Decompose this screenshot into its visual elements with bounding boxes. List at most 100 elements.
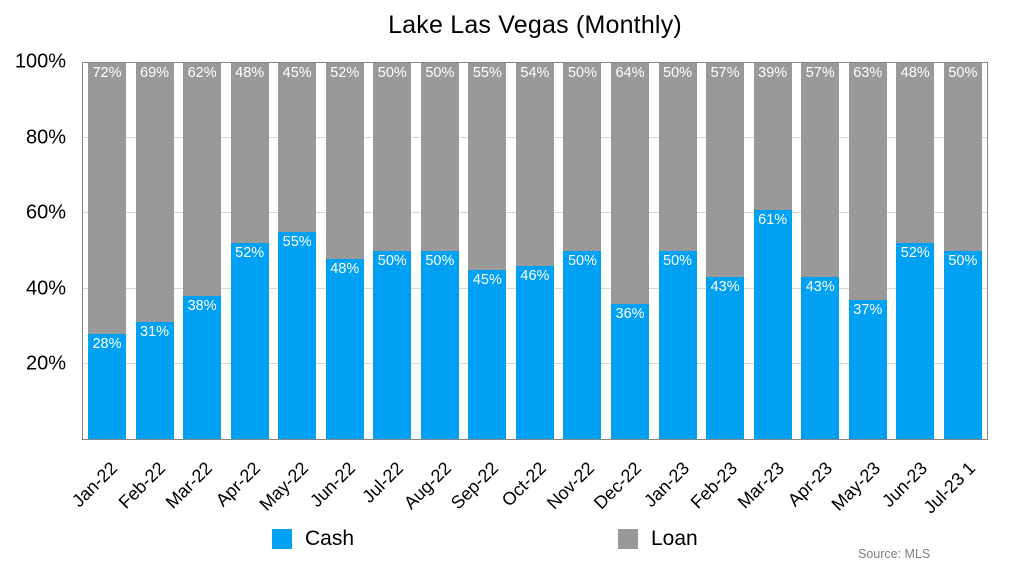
loan-segment: 62% — [183, 63, 222, 297]
legend-cash-swatch-icon — [272, 529, 292, 549]
bar-group-Oct-22: 54% 46% — [515, 63, 554, 439]
y-axis-label-40: 40% — [25, 277, 66, 300]
loan-value-label: 52% — [330, 65, 360, 82]
x-axis-label-May-22: May-22 — [255, 457, 312, 515]
loan-segment: 57% — [801, 63, 840, 278]
cash-value-label: 48% — [330, 260, 360, 277]
x-axis-label-Feb-22: Feb-22 — [114, 457, 169, 513]
bar-group-Aug-22: 50% 50% — [420, 63, 459, 439]
bar-group-Jan-22: 72% 28% — [88, 63, 126, 439]
loan-value-label: 64% — [615, 65, 645, 82]
loan-segment: 48% — [896, 63, 935, 244]
cash-value-label: 36% — [615, 305, 645, 322]
loan-value-label: 45% — [282, 65, 312, 82]
loan-value-label: 57% — [710, 65, 740, 82]
loan-value-label: 50% — [425, 65, 455, 81]
loan-segment: 50% — [563, 63, 602, 251]
loan-segment: 39% — [753, 63, 792, 210]
cash-segment: 61% — [753, 209, 792, 439]
x-axis-label-Mar-22: Mar-22 — [161, 457, 217, 513]
cash-value-label: 61% — [758, 211, 788, 228]
cash-value-label: 45% — [472, 271, 502, 288]
cash-segment: 38% — [183, 296, 222, 439]
loan-segment: 54% — [515, 63, 554, 267]
loan-segment: 63% — [848, 63, 887, 300]
cash-value-label: 50% — [567, 253, 597, 269]
y-axis-label-20: 20% — [25, 352, 66, 375]
cash-value-label: 37% — [853, 301, 883, 318]
loan-value-label: 39% — [758, 65, 788, 82]
x-axis-label-Feb-23: Feb-23 — [686, 457, 741, 513]
y-axis-label-80: 80% — [25, 126, 66, 149]
legend-item-loan: Loan — [618, 527, 698, 551]
cash-value-label: 28% — [92, 335, 122, 352]
legend-loan-swatch-icon — [618, 529, 638, 549]
x-axis-label-Mar-23: Mar-23 — [733, 457, 789, 513]
cash-segment: 52% — [896, 243, 935, 439]
y-axis: 100% 80% 60% 40% 20% — [0, 51, 72, 440]
x-axis-label-Jan-23: Jan-23 — [640, 457, 694, 511]
x-axis-label-Dec-22: Dec-22 — [590, 457, 646, 514]
cash-value-label: 50% — [377, 253, 407, 269]
loan-value-label: 48% — [900, 65, 930, 82]
loan-value-label: 55% — [472, 65, 502, 82]
cash-segment: 50% — [658, 251, 697, 439]
cash-segment: 55% — [278, 232, 317, 439]
loan-segment: 50% — [943, 63, 982, 251]
loan-value-label: 50% — [377, 65, 407, 81]
cash-value-label: 52% — [900, 245, 930, 262]
bar-group-Jan-23: 50% 50% — [658, 63, 697, 439]
x-axis-label-Jun-22: Jun-22 — [306, 457, 360, 511]
loan-value-label: 48% — [235, 65, 265, 82]
x-axis-label-Oct-22: Oct-22 — [497, 457, 551, 511]
cash-value-label: 50% — [425, 253, 455, 269]
cash-segment: 36% — [611, 303, 650, 439]
bar-group-Mar-22: 62% 38% — [183, 63, 222, 439]
cash-segment: 28% — [88, 333, 126, 439]
loan-segment: 57% — [706, 63, 745, 278]
cash-segment: 43% — [801, 277, 840, 439]
x-axis-label-Apr-23: Apr-23 — [783, 457, 837, 511]
bar-group-Jun-23: 48% 52% — [896, 63, 935, 439]
cash-value-label: 52% — [235, 245, 265, 262]
loan-value-label: 63% — [853, 65, 883, 82]
plot-area: 72% 28% 69% 31% 62% 38% 48% 52% 45% 55% 52% 48% 50% 5… — [82, 62, 988, 440]
chart-title: Lake Las Vegas (Monthly) — [388, 11, 682, 39]
x-axis-label-Jan-22: Jan-22 — [68, 457, 122, 511]
bar-group-Jul-22: 50% 50% — [373, 63, 412, 439]
legend-cash-label: Cash — [305, 527, 355, 550]
bar-group-Sep-22: 55% 45% — [468, 63, 507, 439]
loan-segment: 55% — [468, 63, 507, 270]
loan-value-label: 50% — [663, 65, 693, 81]
loan-segment: 52% — [325, 63, 364, 259]
loan-segment: 72% — [88, 63, 126, 334]
x-axis-label-Aug-22: Aug-22 — [399, 457, 455, 514]
bar-series: 72% 28% 69% 31% 62% 38% 48% 52% 45% 55% 52% 48% 50% 5… — [83, 63, 987, 439]
bar-group-Apr-22: 48% 52% — [230, 63, 269, 439]
cash-value-label: 46% — [520, 268, 550, 285]
x-axis-label-May-23: May-23 — [827, 457, 884, 515]
loan-value-label: 69% — [140, 65, 170, 82]
loan-value-label: 57% — [805, 65, 835, 82]
x-axis-label-Jul-23 1: Jul-23 1 — [919, 457, 980, 518]
cash-value-label: 55% — [282, 234, 312, 251]
x-axis-label-Apr-22: Apr-22 — [211, 457, 265, 511]
bar-group-May-23: 63% 37% — [848, 63, 887, 439]
loan-segment: 50% — [373, 63, 412, 251]
cash-segment: 48% — [325, 258, 364, 439]
cash-segment: 46% — [515, 266, 554, 439]
loan-value-label: 72% — [92, 65, 122, 82]
bar-group-Nov-22: 50% 50% — [563, 63, 602, 439]
bar-group-Mar-23: 39% 61% — [753, 63, 792, 439]
cash-value-label: 38% — [187, 298, 217, 315]
bar-group-Jul-23 1: 50% 50% — [943, 63, 982, 439]
cash-segment: 50% — [943, 251, 982, 439]
loan-segment: 64% — [611, 63, 650, 304]
loan-value-label: 50% — [567, 65, 597, 81]
x-axis: Jan-22 Feb-22 Mar-22 Apr-22 May-22 Jun-22 Jul-… — [68, 440, 988, 530]
bar-group-Apr-23: 57% 43% — [801, 63, 840, 439]
loan-segment: 45% — [278, 63, 317, 233]
legend-item-cash: Cash — [272, 527, 354, 551]
loan-segment: 50% — [658, 63, 697, 251]
